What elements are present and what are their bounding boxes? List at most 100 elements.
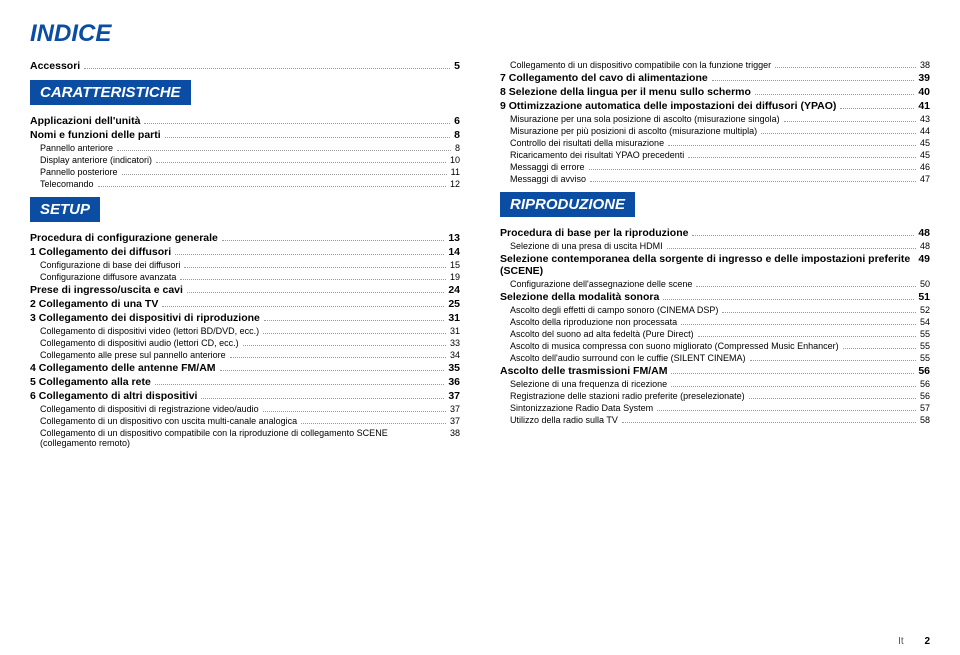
toc-entry[interactable]: Procedura di base per la riproduzione48 bbox=[500, 227, 930, 239]
toc-page-number: 39 bbox=[918, 72, 930, 84]
toc-page-number: 37 bbox=[450, 416, 460, 426]
toc-entry[interactable]: 5 Collegamento alla rete36 bbox=[30, 376, 460, 388]
toc-leader-dots bbox=[220, 370, 445, 371]
toc-leader-dots bbox=[663, 299, 914, 300]
toc-subentry[interactable]: Collegamento di dispositivi video (letto… bbox=[30, 326, 460, 336]
toc-page-number: 8 bbox=[455, 143, 460, 153]
toc-subentry[interactable]: Selezione di una frequenza di ricezione5… bbox=[500, 379, 930, 389]
toc-label: Ascolto della riproduzione non processat… bbox=[510, 317, 677, 327]
toc-label: Ricaricamento dei risultati YPAO precede… bbox=[510, 150, 684, 160]
toc-label: 2 Collegamento di una TV bbox=[30, 298, 158, 310]
toc-page-number: 56 bbox=[918, 365, 930, 377]
toc-subentry[interactable]: Collegamento di dispositivi audio (letto… bbox=[30, 338, 460, 348]
toc-page-number: 10 bbox=[450, 155, 460, 165]
toc-subentry[interactable]: Configurazione di base dei diffusori15 bbox=[30, 260, 460, 270]
toc-entry[interactable]: 6 Collegamento di altri dispositivi37 bbox=[30, 390, 460, 402]
toc-entry[interactable]: 3 Collegamento dei dispositivi di riprod… bbox=[30, 312, 460, 324]
toc-subentry[interactable]: Configurazione dell'assegnazione delle s… bbox=[500, 279, 930, 289]
toc-subentry[interactable]: Ascolto della riproduzione non processat… bbox=[500, 317, 930, 327]
toc-subentry[interactable]: Pannello posteriore11 bbox=[30, 167, 460, 177]
toc-entry[interactable]: Applicazioni dell'unità6 bbox=[30, 115, 460, 127]
toc-leader-dots bbox=[668, 145, 916, 146]
toc-leader-dots bbox=[712, 80, 915, 81]
toc-page-number: 38 bbox=[450, 428, 460, 438]
toc-subentry[interactable]: Misurazione per una sola posizione di as… bbox=[500, 114, 930, 124]
toc-page-number: 48 bbox=[920, 241, 930, 251]
toc-subentry[interactable]: Ascolto di musica compressa con suono mi… bbox=[500, 341, 930, 351]
toc-label: Ascolto di musica compressa con suono mi… bbox=[510, 341, 839, 351]
toc-leader-dots bbox=[749, 398, 916, 399]
toc-label: 5 Collegamento alla rete bbox=[30, 376, 151, 388]
toc-subentry[interactable]: Display anteriore (indicatori) 10 bbox=[30, 155, 460, 165]
toc-entry[interactable]: Prese di ingresso/uscita e cavi24 bbox=[30, 284, 460, 296]
toc-leader-dots bbox=[201, 398, 444, 399]
toc-label: Selezione di una presa di uscita HDMI bbox=[510, 241, 663, 251]
toc-subentry[interactable]: Sintonizzazione Radio Data System57 bbox=[500, 403, 930, 413]
toc-page-number: 34 bbox=[450, 350, 460, 360]
toc-entry[interactable]: Selezione contemporanea della sorgente d… bbox=[500, 253, 930, 277]
toc-page-number: 14 bbox=[448, 246, 460, 258]
toc-subentry[interactable]: Messaggi di errore46 bbox=[500, 162, 930, 172]
toc-label: Procedura di configurazione generale bbox=[30, 232, 218, 244]
toc-subentry[interactable]: Misurazione per più posizioni di ascolto… bbox=[500, 126, 930, 136]
toc-subentry[interactable]: Collegamento di un dispositivo compatibi… bbox=[30, 428, 460, 448]
toc-label: 6 Collegamento di altri dispositivi bbox=[30, 390, 197, 402]
toc-entry[interactable]: Accessori5 bbox=[30, 60, 460, 72]
toc-leader-dots bbox=[98, 186, 446, 187]
toc-subentry[interactable]: Ricaricamento dei risultati YPAO precede… bbox=[500, 150, 930, 160]
toc-page-number: 54 bbox=[920, 317, 930, 327]
toc-label: Configurazione dell'assegnazione delle s… bbox=[510, 279, 692, 289]
toc-page-number: 51 bbox=[918, 291, 930, 303]
toc-entry[interactable]: Procedura di configurazione generale13 bbox=[30, 232, 460, 244]
toc-page-number: 8 bbox=[454, 129, 460, 141]
toc-label: Prese di ingresso/uscita e cavi bbox=[30, 284, 183, 296]
toc-subentry[interactable]: Messaggi di avviso47 bbox=[500, 174, 930, 184]
toc-page-number: 15 bbox=[450, 260, 460, 270]
toc-leader-dots bbox=[184, 267, 446, 268]
toc-subentry[interactable]: Collegamento di dispositivi di registraz… bbox=[30, 404, 460, 414]
toc-subentry[interactable]: Ascolto del suono ad alta fedeltà (Pure … bbox=[500, 329, 930, 339]
toc-leader-dots bbox=[589, 169, 916, 170]
toc-subentry[interactable]: Selezione di una presa di uscita HDMI 48 bbox=[500, 241, 930, 251]
toc-label: Display anteriore (indicatori) bbox=[40, 155, 152, 165]
toc-subentry[interactable]: Configurazione diffusore avanzata19 bbox=[30, 272, 460, 282]
toc-entry[interactable]: 4 Collegamento delle antenne FM/AM35 bbox=[30, 362, 460, 374]
toc-subentry[interactable]: Telecomando12 bbox=[30, 179, 460, 189]
toc-leader-dots bbox=[775, 67, 916, 68]
toc-entry[interactable]: 8 Selezione della lingua per il menu sul… bbox=[500, 86, 930, 98]
toc-page-number: 49 bbox=[918, 253, 930, 265]
toc-leader-dots bbox=[230, 357, 446, 358]
toc-label: Ascolto degli effetti di campo sonoro (C… bbox=[510, 305, 718, 315]
section-tag: SETUP bbox=[30, 197, 100, 222]
toc-subentry[interactable]: Registrazione delle stazioni radio prefe… bbox=[500, 391, 930, 401]
toc-label: Pannello posteriore bbox=[40, 167, 118, 177]
toc-subentry[interactable]: Collegamento di un dispositivo compatibi… bbox=[500, 60, 930, 70]
toc-subentry[interactable]: Ascolto degli effetti di campo sonoro (C… bbox=[500, 305, 930, 315]
toc-label: 3 Collegamento dei dispositivi di riprod… bbox=[30, 312, 260, 324]
toc-leader-dots bbox=[122, 174, 447, 175]
toc-page-number: 31 bbox=[448, 312, 460, 324]
toc-entry[interactable]: 7 Collegamento del cavo di alimentazione… bbox=[500, 72, 930, 84]
toc-label: Accessori bbox=[30, 60, 80, 72]
toc-label: Collegamento di un dispositivo con uscit… bbox=[40, 416, 297, 426]
toc-entry[interactable]: 2 Collegamento di una TV25 bbox=[30, 298, 460, 310]
toc-label: Selezione contemporanea della sorgente d… bbox=[500, 253, 910, 277]
toc-entry[interactable]: 9 Ottimizzazione automatica delle impost… bbox=[500, 100, 930, 112]
toc-subentry[interactable]: Controllo dei risultati della misurazion… bbox=[500, 138, 930, 148]
toc-page-number: 6 bbox=[454, 115, 460, 127]
toc-page-number: 35 bbox=[448, 362, 460, 374]
toc-entry[interactable]: Nomi e funzioni delle parti8 bbox=[30, 129, 460, 141]
toc-label: Selezione di una frequenza di ricezione bbox=[510, 379, 667, 389]
toc-page-number: 58 bbox=[920, 415, 930, 425]
toc-page-number: 43 bbox=[920, 114, 930, 124]
toc-subentry[interactable]: Pannello anteriore8 bbox=[30, 143, 460, 153]
toc-subentry[interactable]: Ascolto dell'audio surround con le cuffi… bbox=[500, 353, 930, 363]
toc-label: Collegamento di dispositivi video (letto… bbox=[40, 326, 259, 336]
toc-subentry[interactable]: Utilizzo della radio sulla TV58 bbox=[500, 415, 930, 425]
toc-entry[interactable]: 1 Collegamento dei diffusori14 bbox=[30, 246, 460, 258]
toc-subentry[interactable]: Collegamento di un dispositivo con uscit… bbox=[30, 416, 460, 426]
toc-entry[interactable]: Ascolto delle trasmissioni FM/AM56 bbox=[500, 365, 930, 377]
toc-page-number: 12 bbox=[450, 179, 460, 189]
toc-subentry[interactable]: Collegamento alle prese sul pannello ant… bbox=[30, 350, 460, 360]
toc-entry[interactable]: Selezione della modalità sonora51 bbox=[500, 291, 930, 303]
